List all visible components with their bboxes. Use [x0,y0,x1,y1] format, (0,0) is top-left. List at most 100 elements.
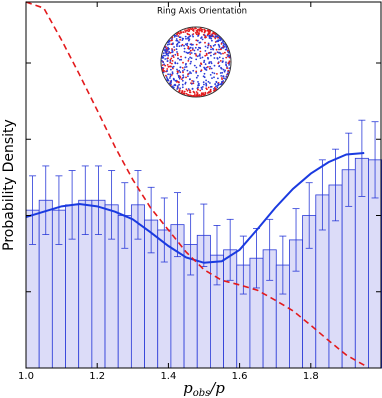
sphere-dot [196,94,198,96]
sphere-dot [188,38,191,41]
sphere-dot [193,91,196,94]
sphere-dot [189,62,192,65]
sphere-dot [214,33,217,35]
sphere-dot [170,57,173,60]
sphere-dot [167,65,170,68]
sphere-dot [173,78,175,81]
error-bar [279,235,287,295]
sphere-dot [172,86,175,89]
sphere-dot [186,89,189,92]
sphere-dot [219,72,222,74]
sphere-dot [188,29,191,32]
sphere-dot [203,30,206,33]
sphere-dot [218,46,221,48]
sphere-dot [195,71,198,74]
sphere-dot [228,64,231,66]
sphere-dot [218,56,221,59]
sphere-dot [185,37,187,40]
sphere-dot [185,66,188,68]
sphere-dot [189,53,192,55]
sphere-dot [204,35,207,38]
error-bar [134,170,142,240]
sphere-dot [165,74,167,77]
sphere-dot [211,77,213,79]
sphere-dot [187,58,190,60]
sphere-dot [180,55,182,58]
sphere-dot [195,66,198,69]
sphere-dot [184,66,186,68]
sphere-dot [173,46,176,48]
error-bar [305,182,313,249]
sphere-dot [222,75,225,78]
sphere-dot [212,35,215,38]
sphere-dot [224,48,227,51]
sphere-dot [164,47,167,49]
sphere-dot [174,62,177,65]
sphere-dot [191,47,194,50]
inset-title: Ring Axis Orientation [157,7,247,17]
sphere-dot [181,90,184,92]
sphere-dot [190,83,193,85]
sphere-dot [180,78,183,80]
sphere-dot [193,64,196,67]
sphere-dot [184,31,187,33]
plot-area [25,1,382,369]
sphere-dot [187,45,190,48]
sphere-dot [179,87,182,90]
error-bar [332,148,340,222]
sphere-dot [203,83,205,86]
sphere-dot [186,44,189,47]
error-bar [94,165,102,235]
sphere-dot [181,86,184,89]
error-bar [292,208,300,272]
sphere-dot [221,77,223,79]
sphere-dot [224,43,227,46]
sphere-dot [219,51,221,54]
sphere-dot [192,35,195,38]
error-bar [173,192,181,258]
sphere-dot [189,71,191,73]
sphere-dot [178,45,181,48]
sphere-dot [215,48,218,51]
sphere-dot [176,68,178,71]
sphere-dot [176,52,179,55]
sphere-dot [205,69,208,71]
sphere-dot [161,66,164,69]
sphere-dot [216,57,219,60]
error-bar [147,186,155,254]
sphere-dot [190,52,193,54]
sphere-dot [197,34,200,37]
sphere-dot [189,49,192,52]
sphere-dot [189,46,192,49]
sphere-dot [189,89,191,92]
sphere-dot [176,86,179,89]
sphere-dot [162,70,165,72]
sphere-dot [185,88,188,91]
sphere-dot [176,45,178,47]
sphere-dot [204,93,206,96]
sphere-dot [194,27,197,30]
sphere-dot [170,74,173,76]
sphere-dot [167,54,170,57]
sphere-dot [201,56,204,59]
sphere-dot [207,31,210,33]
sphere-dot [209,82,211,84]
sphere-dot [220,81,223,83]
sphere-dot [190,94,193,97]
sphere-dot [195,39,198,42]
sphere-dot [189,43,192,46]
sphere-dot [176,51,178,53]
sphere-dot [217,36,219,39]
inset: Ring Axis Orientation [157,7,247,98]
sphere-dot [182,70,184,72]
sphere-dot [214,43,217,46]
x-tick-label: 1.4 [160,371,176,382]
sphere-dot [162,61,165,64]
sphere-dot [194,32,197,34]
sphere-dot [195,70,198,73]
sphere-dot [201,38,204,41]
sphere-dot [197,32,200,34]
sphere-dot [197,88,199,91]
sphere-dot [216,73,218,75]
sphere-dot [207,43,210,46]
